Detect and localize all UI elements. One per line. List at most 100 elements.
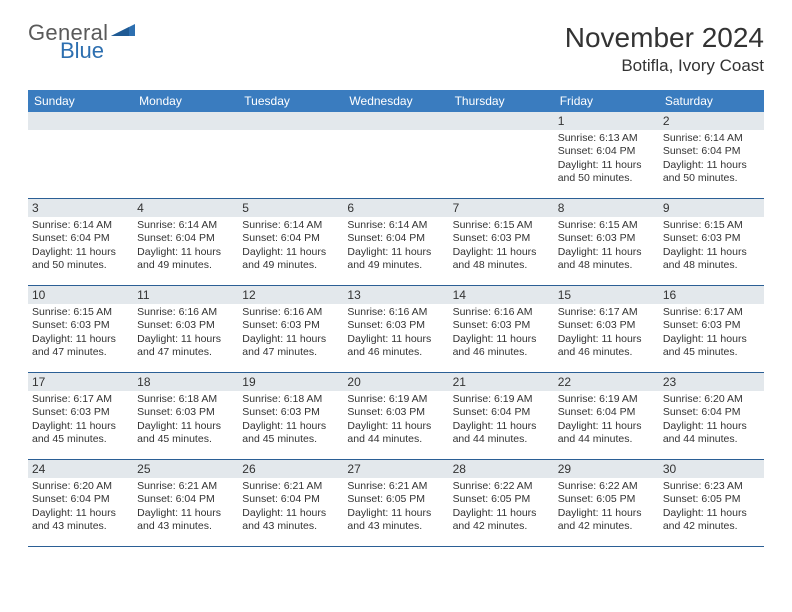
daylight-text: and 48 minutes.	[558, 259, 655, 272]
calendar-day-cell: 24Sunrise: 6:20 AMSunset: 6:04 PMDayligh…	[28, 460, 133, 546]
sunrise-text: Sunrise: 6:22 AM	[558, 480, 655, 493]
sunset-text: Sunset: 6:03 PM	[663, 319, 760, 332]
calendar-week-row: 1Sunrise: 6:13 AMSunset: 6:04 PMDaylight…	[28, 112, 764, 199]
daylight-text: Daylight: 11 hours	[242, 507, 339, 520]
calendar-day-cell	[449, 112, 554, 198]
sunrise-text: Sunrise: 6:16 AM	[347, 306, 444, 319]
day-number: 25	[133, 460, 238, 478]
sunset-text: Sunset: 6:03 PM	[242, 319, 339, 332]
calendar-day-cell: 1Sunrise: 6:13 AMSunset: 6:04 PMDaylight…	[554, 112, 659, 198]
logo: General Blue	[28, 22, 137, 62]
day-number: 3	[28, 199, 133, 217]
sunset-text: Sunset: 6:03 PM	[558, 319, 655, 332]
daylight-text: and 43 minutes.	[137, 520, 234, 533]
calendar-day-cell: 6 Sunrise: 6:14 AMSunset: 6:04 PMDaylight…	[343, 199, 448, 285]
calendar-day-cell: 7Sunrise: 6:15 AMSunset: 6:03 PMDaylight…	[449, 199, 554, 285]
day-number: 29	[554, 460, 659, 478]
daylight-text: Daylight: 11 hours	[242, 333, 339, 346]
weekday-header: Monday	[133, 90, 238, 112]
weekday-header: Friday	[554, 90, 659, 112]
daylight-text: and 42 minutes.	[663, 520, 760, 533]
daylight-text: and 47 minutes.	[32, 346, 129, 359]
calendar-day-cell	[28, 112, 133, 198]
day-number: 30	[659, 460, 764, 478]
sunrise-text: Sunrise: 6:17 AM	[663, 306, 760, 319]
daylight-text: and 42 minutes.	[558, 520, 655, 533]
daylight-text: Daylight: 11 hours	[32, 420, 129, 433]
daylight-text: and 45 minutes.	[663, 346, 760, 359]
sunset-text: Sunset: 6:04 PM	[32, 232, 129, 245]
sunrise-text: Sunrise: 6:17 AM	[32, 393, 129, 406]
sunset-text: Sunset: 6:04 PM	[453, 406, 550, 419]
day-number: 17	[28, 373, 133, 391]
daylight-text: Daylight: 11 hours	[663, 507, 760, 520]
daylight-text: and 50 minutes.	[663, 172, 760, 185]
calendar-week-row: 10Sunrise: 6:15 AMSunset: 6:03 PMDayligh…	[28, 286, 764, 373]
sunrise-text: Sunrise: 6:19 AM	[347, 393, 444, 406]
sunset-text: Sunset: 6:03 PM	[347, 319, 444, 332]
daylight-text: Daylight: 11 hours	[32, 246, 129, 259]
sunrise-text: Sunrise: 6:17 AM	[558, 306, 655, 319]
sunset-text: Sunset: 6:04 PM	[663, 406, 760, 419]
sunset-text: Sunset: 6:04 PM	[347, 232, 444, 245]
day-number: 15	[554, 286, 659, 304]
sunrise-text: Sunrise: 6:15 AM	[663, 219, 760, 232]
calendar-day-cell: 14 Sunrise: 6:16 AMSunset: 6:03 PMDayligh…	[449, 286, 554, 372]
daylight-text: and 49 minutes.	[242, 259, 339, 272]
daylight-text: Daylight: 11 hours	[663, 246, 760, 259]
calendar-day-cell: 28Sunrise: 6:22 AMSunset: 6:05 PMDayligh…	[449, 460, 554, 546]
sunrise-text: Sunrise: 6:21 AM	[137, 480, 234, 493]
page-header: General Blue November 2024 Botifla, Ivor…	[28, 22, 764, 76]
sunrise-text: Sunrise: 6:16 AM	[453, 306, 550, 319]
daylight-text: Daylight: 11 hours	[558, 333, 655, 346]
calendar-day-cell: 29Sunrise: 6:22 AMSunset: 6:05 PMDayligh…	[554, 460, 659, 546]
daylight-text: Daylight: 11 hours	[453, 333, 550, 346]
day-number: 6	[343, 199, 448, 217]
sunrise-text: Sunrise: 6:23 AM	[663, 480, 760, 493]
daylight-text: Daylight: 11 hours	[558, 420, 655, 433]
calendar-day-cell: 15 Sunrise: 6:17 AMSunset: 6:03 PMDayligh…	[554, 286, 659, 372]
calendar-grid: SundayMondayTuesdayWednesdayThursdayFrid…	[28, 90, 764, 547]
sunset-text: Sunset: 6:03 PM	[663, 232, 760, 245]
daylight-text: Daylight: 11 hours	[663, 420, 760, 433]
location-label: Botifla, Ivory Coast	[565, 56, 764, 76]
sunset-text: Sunset: 6:03 PM	[453, 319, 550, 332]
day-number: 14	[449, 286, 554, 304]
day-number: 26	[238, 460, 343, 478]
day-number: 18	[133, 373, 238, 391]
daylight-text: Daylight: 11 hours	[558, 159, 655, 172]
daylight-text: and 50 minutes.	[558, 172, 655, 185]
daylight-text: Daylight: 11 hours	[347, 420, 444, 433]
sunrise-text: Sunrise: 6:16 AM	[242, 306, 339, 319]
sunset-text: Sunset: 6:03 PM	[347, 406, 444, 419]
calendar-day-cell: 3Sunrise: 6:14 AMSunset: 6:04 PMDaylight…	[28, 199, 133, 285]
calendar-day-cell: 10Sunrise: 6:15 AMSunset: 6:03 PMDayligh…	[28, 286, 133, 372]
daylight-text: and 45 minutes.	[32, 433, 129, 446]
daylight-text: Daylight: 11 hours	[347, 507, 444, 520]
calendar-day-cell: 25Sunrise: 6:21 AMSunset: 6:04 PMDayligh…	[133, 460, 238, 546]
day-number	[133, 112, 238, 130]
day-number: 4	[133, 199, 238, 217]
calendar-day-cell: 16Sunrise: 6:17 AMSunset: 6:03 PMDayligh…	[659, 286, 764, 372]
day-number: 2	[659, 112, 764, 130]
sunset-text: Sunset: 6:03 PM	[137, 319, 234, 332]
calendar-day-cell	[343, 112, 448, 198]
sunrise-text: Sunrise: 6:14 AM	[347, 219, 444, 232]
daylight-text: Daylight: 11 hours	[347, 246, 444, 259]
daylight-text: and 47 minutes.	[242, 346, 339, 359]
sunset-text: Sunset: 6:03 PM	[242, 406, 339, 419]
sunset-text: Sunset: 6:03 PM	[137, 406, 234, 419]
day-number: 13	[343, 286, 448, 304]
calendar-day-cell: 20 Sunrise: 6:19 AMSunset: 6:03 PMDayligh…	[343, 373, 448, 459]
day-number: 23	[659, 373, 764, 391]
day-number: 8	[554, 199, 659, 217]
daylight-text: and 44 minutes.	[453, 433, 550, 446]
calendar-day-cell: 9Sunrise: 6:15 AMSunset: 6:03 PMDaylight…	[659, 199, 764, 285]
day-number: 20	[343, 373, 448, 391]
sunrise-text: Sunrise: 6:20 AM	[663, 393, 760, 406]
daylight-text: and 45 minutes.	[137, 433, 234, 446]
daylight-text: and 44 minutes.	[558, 433, 655, 446]
weekday-header: Thursday	[449, 90, 554, 112]
calendar-day-cell: 21Sunrise: 6:19 AMSunset: 6:04 PMDayligh…	[449, 373, 554, 459]
day-number	[28, 112, 133, 130]
